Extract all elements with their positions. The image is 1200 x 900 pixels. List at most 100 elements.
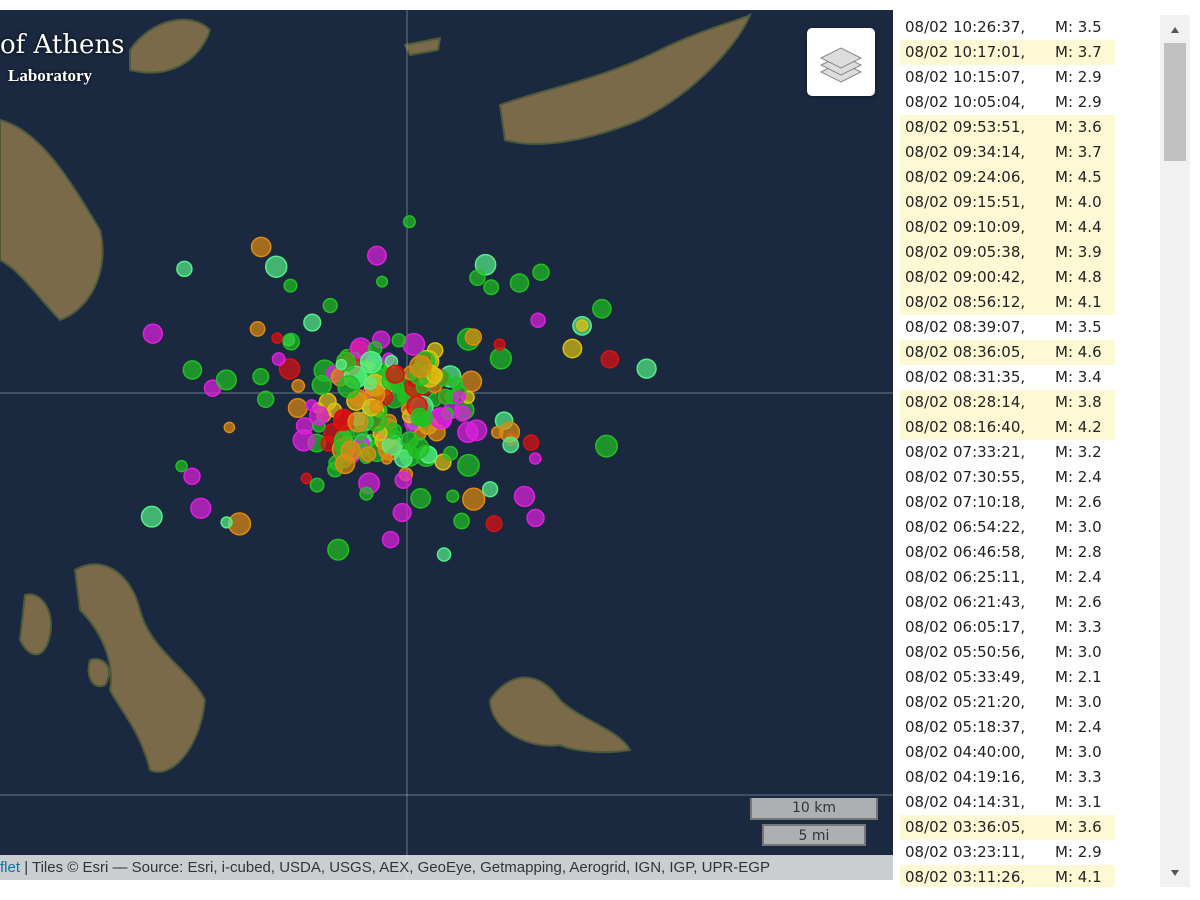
event-row[interactable]: 08/02 08:39:07, M: 3.5: [900, 315, 1115, 340]
event-row[interactable]: 08/02 03:23:11, M: 2.9: [900, 840, 1115, 865]
earthquake-marker[interactable]: [360, 446, 377, 463]
earthquake-marker[interactable]: [303, 313, 322, 332]
earthquake-marker[interactable]: [394, 471, 413, 489]
event-row[interactable]: 08/02 10:17:01, M: 3.7: [900, 40, 1115, 65]
earthquake-marker[interactable]: [385, 422, 402, 440]
earthquake-marker[interactable]: [176, 260, 193, 278]
earthquake-marker[interactable]: [183, 467, 201, 486]
earthquake-marker[interactable]: [264, 255, 288, 278]
earthquake-marker[interactable]: [175, 459, 188, 473]
earthquake-marker[interactable]: [363, 376, 377, 391]
event-row[interactable]: 08/02 08:36:05, M: 4.6: [900, 340, 1115, 365]
earthquake-marker[interactable]: [337, 375, 361, 399]
earthquake-marker[interactable]: [636, 358, 657, 379]
earthquake-marker[interactable]: [454, 405, 471, 422]
earthquake-marker[interactable]: [483, 279, 500, 296]
earthquake-marker[interactable]: [283, 278, 298, 293]
earthquake-marker[interactable]: [215, 369, 237, 391]
earthquake-marker[interactable]: [453, 512, 470, 530]
earthquake-marker[interactable]: [509, 273, 530, 293]
event-row[interactable]: 08/02 06:54:22, M: 3.0: [900, 515, 1115, 540]
event-row[interactable]: 08/02 07:10:18, M: 2.6: [900, 490, 1115, 515]
event-row[interactable]: 08/02 07:33:21, M: 3.2: [900, 440, 1115, 465]
earthquake-marker[interactable]: [223, 421, 236, 434]
earthquake-marker[interactable]: [309, 405, 329, 426]
earthquake-marker[interactable]: [465, 419, 488, 442]
earthquake-marker[interactable]: [282, 332, 300, 351]
event-row[interactable]: 08/02 10:15:07, M: 2.9: [900, 65, 1115, 90]
earthquake-marker[interactable]: [575, 319, 589, 332]
earthquake-marker[interactable]: [140, 505, 163, 528]
earthquake-marker[interactable]: [392, 502, 412, 523]
earthquake-marker[interactable]: [600, 349, 620, 369]
earthquake-marker[interactable]: [142, 323, 164, 344]
earthquake-marker[interactable]: [385, 364, 405, 384]
earthquake-marker[interactable]: [452, 390, 466, 404]
earthquake-marker[interactable]: [340, 440, 362, 462]
earthquake-marker[interactable]: [300, 472, 313, 485]
earthquake-marker[interactable]: [278, 358, 301, 380]
earthquake-marker[interactable]: [322, 297, 338, 314]
earthquake-marker[interactable]: [249, 321, 266, 337]
earthquake-marker[interactable]: [380, 452, 393, 465]
event-row[interactable]: 08/02 04:14:31, M: 3.1: [900, 790, 1115, 815]
earthquake-marker[interactable]: [287, 398, 308, 419]
event-row[interactable]: 08/02 06:46:58, M: 2.8: [900, 540, 1115, 565]
event-row[interactable]: 08/02 06:05:17, M: 3.3: [900, 615, 1115, 640]
scroll-thumb[interactable]: [1164, 43, 1186, 161]
earthquake-marker[interactable]: [474, 253, 497, 276]
earthquake-marker[interactable]: [292, 429, 315, 452]
earthquake-marker[interactable]: [481, 481, 499, 498]
event-row[interactable]: 08/02 05:18:37, M: 2.4: [900, 715, 1115, 740]
earthquake-marker[interactable]: [443, 445, 459, 461]
event-row[interactable]: 08/02 09:24:06, M: 4.5: [900, 165, 1115, 190]
earthquake-marker[interactable]: [522, 434, 540, 451]
earthquake-marker[interactable]: [595, 434, 618, 458]
event-row[interactable]: 08/02 06:25:11, M: 2.4: [900, 565, 1115, 590]
earthquake-marker[interactable]: [394, 449, 413, 468]
event-row[interactable]: 08/02 08:56:12, M: 4.1: [900, 290, 1115, 315]
event-row[interactable]: 08/02 08:31:35, M: 3.4: [900, 365, 1115, 390]
earthquake-marker[interactable]: [250, 236, 272, 258]
event-row[interactable]: 08/02 09:15:51, M: 4.0: [900, 190, 1115, 215]
earthquake-marker[interactable]: [528, 452, 542, 465]
earthquake-marker[interactable]: [429, 407, 452, 429]
earthquake-marker[interactable]: [592, 298, 612, 319]
event-row[interactable]: 08/02 06:21:43, M: 2.6: [900, 590, 1115, 615]
earthquake-marker[interactable]: [436, 547, 452, 562]
event-row[interactable]: 08/02 10:26:37, M: 3.5: [900, 15, 1115, 40]
earthquake-marker[interactable]: [335, 358, 348, 371]
earthquake-marker[interactable]: [402, 215, 416, 229]
earthquake-marker[interactable]: [311, 374, 332, 396]
earthquake-marker[interactable]: [359, 486, 374, 501]
map[interactable]: of Athens Laboratory 10 km 5 mi flet | T…: [0, 10, 893, 880]
event-row[interactable]: 08/02 10:05:04, M: 2.9: [900, 90, 1115, 115]
event-row[interactable]: 08/02 08:28:14, M: 3.8: [900, 390, 1115, 415]
earthquake-marker[interactable]: [464, 328, 483, 346]
earthquake-marker[interactable]: [391, 333, 406, 348]
event-row[interactable]: 08/02 09:10:09, M: 4.4: [900, 215, 1115, 240]
earthquake-marker[interactable]: [513, 485, 536, 508]
earthquake-marker[interactable]: [381, 530, 400, 549]
earthquake-marker[interactable]: [562, 338, 583, 359]
earthquake-marker[interactable]: [462, 487, 486, 511]
event-row[interactable]: 08/02 05:50:56, M: 3.0: [900, 640, 1115, 665]
earthquake-marker[interactable]: [182, 360, 203, 380]
earthquake-marker[interactable]: [369, 399, 384, 414]
earthquake-marker[interactable]: [409, 355, 432, 378]
attribution-link[interactable]: flet: [0, 859, 21, 876]
earthquake-marker[interactable]: [446, 489, 460, 503]
earthquake-marker[interactable]: [406, 436, 430, 460]
earthquake-marker[interactable]: [530, 312, 546, 329]
event-row[interactable]: 08/02 04:40:00, M: 3.0: [900, 740, 1115, 765]
earthquake-marker[interactable]: [252, 368, 270, 386]
event-row[interactable]: 08/02 07:30:55, M: 2.4: [900, 465, 1115, 490]
event-row[interactable]: 08/02 03:11:26, M: 4.1: [900, 865, 1115, 887]
earthquake-marker[interactable]: [532, 263, 550, 281]
earthquake-marker[interactable]: [327, 538, 350, 561]
earthquake-marker[interactable]: [359, 350, 383, 374]
earthquake-marker[interactable]: [256, 390, 275, 409]
earthquake-marker[interactable]: [220, 516, 233, 529]
earthquake-marker[interactable]: [502, 436, 520, 454]
event-row[interactable]: 08/02 05:33:49, M: 2.1: [900, 665, 1115, 690]
